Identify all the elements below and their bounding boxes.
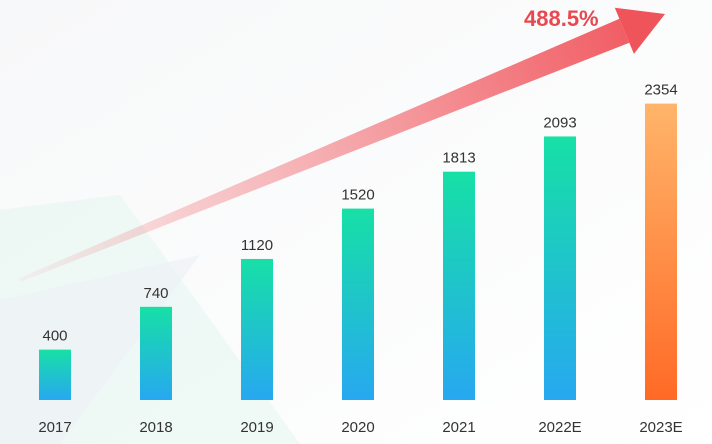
data-label-2021: 1813 — [442, 150, 475, 167]
bar-2017 — [39, 349, 71, 400]
bar-2023e — [645, 103, 677, 400]
data-label-2020: 1520 — [341, 187, 374, 204]
data-labels: 400 740 1120 1520 1813 2093 2354 — [42, 82, 677, 345]
x-tick-2023e: 2023E — [639, 419, 682, 436]
bar-2021 — [443, 171, 475, 400]
bar-2019 — [241, 258, 273, 400]
x-tick-2020: 2020 — [341, 419, 374, 436]
data-label-2023e: 2354 — [644, 82, 677, 99]
bar-2018 — [140, 306, 172, 400]
bar-2020 — [342, 208, 374, 400]
growth-arrow-shaft — [19, 18, 630, 282]
data-label-2019: 1120 — [241, 237, 273, 254]
data-label-2018: 740 — [143, 285, 168, 302]
x-tick-2022e: 2022E — [538, 419, 581, 436]
growth-arrow-head — [614, 7, 665, 54]
growth-annotation: 488.5% — [524, 6, 599, 31]
data-label-2022e: 2093 — [543, 114, 576, 131]
x-tick-2018: 2018 — [139, 419, 172, 436]
x-tick-2017: 2017 — [38, 419, 71, 436]
x-tick-2021: 2021 — [442, 419, 475, 436]
bar-series — [39, 103, 677, 400]
growth-arrow — [19, 7, 665, 282]
bar-2022e — [544, 136, 576, 400]
x-tick-2019: 2019 — [240, 419, 273, 436]
data-label-2017: 400 — [42, 328, 67, 345]
x-axis: 2017 2018 2019 2020 2021 2022E 2023E — [38, 419, 682, 436]
